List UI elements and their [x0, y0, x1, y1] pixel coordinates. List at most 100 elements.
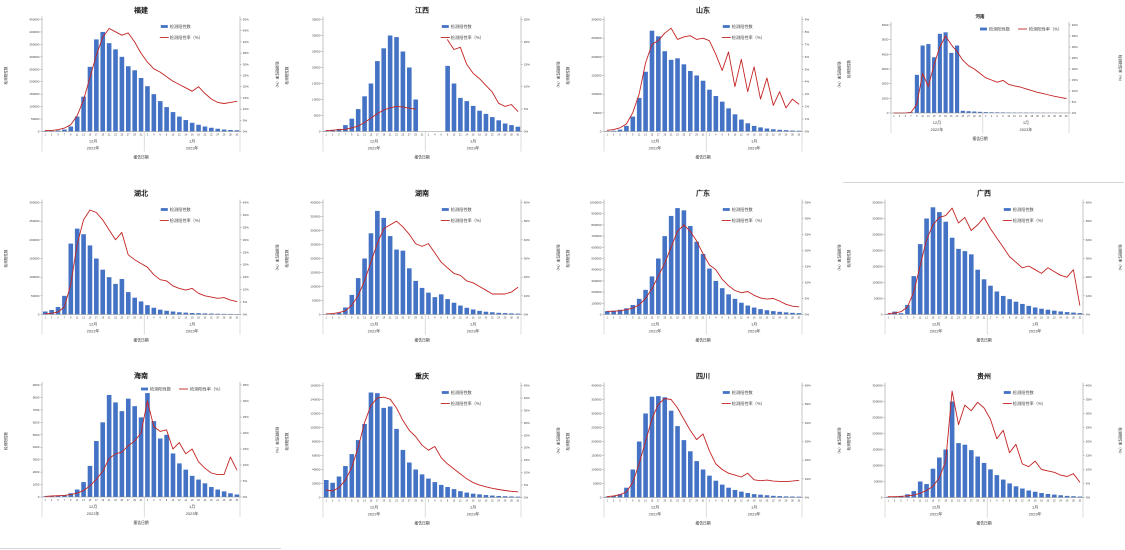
axes	[41, 16, 241, 132]
svg-text:18: 18	[1040, 317, 1043, 320]
rate-line	[887, 207, 1081, 315]
svg-text:300000: 300000	[591, 279, 601, 283]
svg-text:1: 1	[893, 115, 895, 118]
svg-text:10: 10	[1015, 500, 1018, 503]
svg-text:40%: 40%	[1086, 384, 1092, 388]
svg-text:29: 29	[133, 134, 136, 137]
svg-text:9: 9	[351, 134, 353, 137]
svg-text:1000: 1000	[33, 483, 40, 487]
svg-text:10: 10	[453, 317, 456, 320]
month-label-dec: 12月	[651, 505, 659, 510]
svg-text:30%: 30%	[524, 421, 530, 425]
svg-text:10%: 10%	[805, 281, 811, 285]
svg-text:250000: 250000	[29, 219, 39, 223]
svg-text:8: 8	[447, 134, 449, 137]
svg-text:24: 24	[1048, 115, 1051, 118]
svg-text:30: 30	[1065, 115, 1068, 118]
svg-text:13: 13	[644, 500, 647, 503]
svg-text:25: 25	[401, 317, 404, 320]
svg-text:11: 11	[357, 134, 360, 137]
y-axis-left-ticks: 0 50000 100000 150000 200000 250000 300000 3500…	[310, 201, 323, 317]
svg-text:140000: 140000	[310, 398, 320, 402]
chart-canvas-jiangxi: 0 5000 10000 15000 20000 25000 30000 35000 0% 5% 1…	[284, 6, 561, 160]
svg-text:15: 15	[370, 500, 373, 503]
svg-text:7: 7	[907, 317, 909, 320]
y-axis-right-ticks: 0% 1% 2% 3% 4% 5% 6% 7% 8% 9%	[802, 18, 809, 134]
svg-text:28: 28	[229, 134, 232, 137]
svg-text:27: 27	[127, 317, 130, 320]
rate-line	[44, 28, 238, 131]
svg-text:29: 29	[414, 134, 417, 137]
svg-text:21: 21	[670, 500, 673, 503]
svg-text:800000: 800000	[591, 223, 601, 227]
svg-text:200000: 200000	[872, 432, 882, 436]
svg-text:27: 27	[408, 500, 411, 503]
y-axis-right-title: 检测阳性率（%）	[275, 61, 280, 89]
svg-text:24: 24	[778, 134, 781, 137]
svg-text:30%: 30%	[805, 217, 811, 221]
svg-text:7: 7	[64, 134, 66, 137]
svg-text:15: 15	[933, 115, 936, 118]
svg-text:400000: 400000	[310, 201, 320, 205]
svg-text:29: 29	[133, 499, 136, 502]
bar-series	[604, 30, 802, 132]
svg-text:1: 1	[326, 500, 328, 503]
y-axis-left-ticks: 0 50000 100000 150000 200000 250000 300000	[591, 18, 604, 134]
svg-text:7: 7	[626, 134, 628, 137]
x-axis-groups: 12月 1月 2022年 2023年	[884, 314, 1084, 335]
svg-text:15%: 15%	[243, 275, 249, 279]
svg-text:100000: 100000	[872, 464, 882, 468]
svg-text:4000: 4000	[882, 52, 889, 56]
svg-text:12: 12	[1013, 115, 1016, 118]
x-axis-groups: 12月 1月 2022年 2023年	[322, 131, 522, 152]
chart-canvas-chongqing: 0 20000 40000 60000 80000 100000 120000 140000 1…	[284, 372, 561, 526]
rate-line	[325, 220, 519, 315]
svg-text:150000: 150000	[591, 454, 601, 458]
svg-text:29: 29	[695, 500, 698, 503]
svg-text:29: 29	[695, 134, 698, 137]
y-axis-left-ticks: 0 20000 40000 60000 80000 100000 120000 140000 1…	[310, 384, 323, 500]
svg-text:35%: 35%	[243, 225, 249, 229]
svg-text:80000: 80000	[312, 440, 321, 444]
svg-text:2: 2	[428, 317, 430, 320]
y-axis-left-title: 检测阳性数	[565, 249, 570, 267]
y-axis-left-title: 检测阳性数	[846, 432, 851, 450]
svg-text:2: 2	[147, 317, 149, 320]
svg-text:31: 31	[702, 317, 705, 320]
svg-text:12: 12	[178, 317, 181, 320]
chart-title: 山东	[696, 6, 710, 15]
svg-text:30: 30	[1078, 500, 1081, 503]
svg-text:40000: 40000	[312, 468, 321, 472]
svg-text:25%: 25%	[243, 415, 249, 419]
y-axis-left-ticks: 0 5000 10000 15000 20000 25000 30000 35000	[312, 18, 323, 134]
svg-text:18: 18	[759, 317, 762, 320]
svg-text:15: 15	[89, 134, 92, 137]
svg-text:23: 23	[957, 317, 960, 320]
year-label-2022: 2022年	[368, 511, 381, 517]
svg-text:5: 5	[900, 500, 902, 503]
x-axis-title: 报告日期	[695, 521, 710, 526]
legend-line-label: 检测阳性率（%）	[170, 34, 203, 41]
svg-text:4: 4	[996, 317, 998, 320]
rate-line	[606, 27, 800, 131]
svg-text:26: 26	[785, 500, 788, 503]
x-axis-day-labels: 1 3 5 7 9 11 13 15 17 19 21 23 25 27 29 31 2 4 6 8 10 12 14 16 1…	[893, 115, 1068, 118]
svg-text:30: 30	[235, 499, 238, 502]
svg-text:9: 9	[70, 134, 72, 137]
svg-text:18: 18	[1030, 115, 1033, 118]
svg-text:16: 16	[191, 317, 194, 320]
svg-text:100000: 100000	[591, 92, 601, 96]
svg-text:5: 5	[57, 134, 59, 137]
svg-text:22: 22	[1053, 317, 1056, 320]
svg-text:25: 25	[120, 317, 123, 320]
svg-text:50%: 50%	[243, 18, 249, 22]
svg-text:5%: 5%	[805, 67, 810, 71]
svg-text:200000: 200000	[29, 80, 39, 84]
svg-text:15%: 15%	[243, 447, 249, 451]
svg-text:20%: 20%	[243, 263, 249, 267]
y-axis-right-ticks: 0% 5% 10% 15% 20% 25% 30% 35%	[802, 201, 811, 317]
svg-text:18: 18	[478, 134, 481, 137]
svg-text:8: 8	[447, 317, 449, 320]
svg-text:100000: 100000	[591, 301, 601, 305]
